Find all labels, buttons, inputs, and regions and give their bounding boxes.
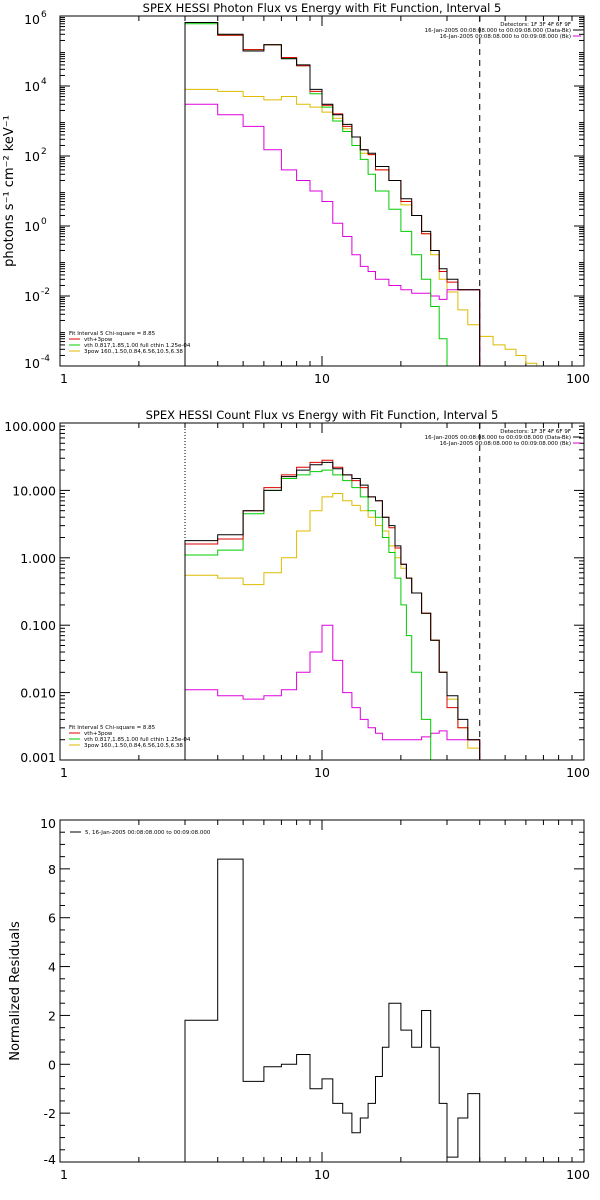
y-tick-label: 10 xyxy=(24,356,40,371)
series-group xyxy=(184,459,481,760)
y-tick-label: 0.001 xyxy=(20,750,56,765)
legend-entry: 5, 16-Jan-2005 00:08:08.000 to 00:09:08.… xyxy=(85,830,211,836)
series-line xyxy=(184,459,481,760)
series-group xyxy=(184,858,481,1162)
legend-entry: 3pow 160.,1.50,0.84,6.56,10.5,6.38 xyxy=(84,743,183,749)
plot-frame xyxy=(59,819,585,1163)
y-tick-label: -4 xyxy=(44,1152,57,1167)
y-tick-exponent: -4 xyxy=(41,354,50,364)
legend-title: Fit Interval 5 Chi-square = 8.85 xyxy=(69,725,156,731)
x-tick-label: 100 xyxy=(566,765,590,780)
legend-entry: vth 0.817,1.85,1.00 full cthin 1.25e-04 xyxy=(84,737,191,743)
y-axis-label: Normalized Residuals xyxy=(8,921,23,1061)
x-tick-label: 1 xyxy=(60,371,68,386)
x-tick-label: 1 xyxy=(60,765,68,780)
photon-flux-panel: SPEX HESSI Photon Flux vs Energy with Fi… xyxy=(2,1,590,386)
y-tick-label: 10 xyxy=(24,289,40,304)
y-tick-label: 0.010 xyxy=(20,686,56,701)
chart-title: SPEX HESSI Count Flux vs Energy with Fit… xyxy=(146,408,499,422)
y-tick-label: 4 xyxy=(48,960,56,975)
series-line xyxy=(184,22,481,366)
y-tick-label: 10 xyxy=(40,816,56,831)
plot-frame xyxy=(59,15,585,367)
y-tick-label: 0 xyxy=(48,1057,56,1072)
legend-entry: vth+3pow xyxy=(84,731,113,737)
y-tick-label: 10 xyxy=(24,149,40,164)
y-axis-label: photons s⁻¹ cm⁻² keV⁻¹ xyxy=(2,115,17,267)
series-group xyxy=(184,22,538,366)
x-tick-label: 10 xyxy=(314,765,330,780)
y-tick-label: 10 xyxy=(24,79,40,94)
y-tick-exponent: 4 xyxy=(41,77,47,87)
x-tick-label: 1 xyxy=(60,1167,68,1182)
x-tick-label: 10 xyxy=(314,1167,330,1182)
series-line xyxy=(184,858,481,1162)
series-line xyxy=(184,103,481,366)
info-line: 16-Jan-2005 00:08:08.000 to 00:09:08.000… xyxy=(425,28,571,34)
y-tick-exponent: 2 xyxy=(41,147,47,157)
series-line xyxy=(184,469,432,760)
residuals-panel: 1 10 100 10 8 6 4 2 0 -2 -4 Normalized Residuals 5, … xyxy=(8,816,590,1182)
y-tick-label: 1.000 xyxy=(20,551,56,566)
info-line: 16-Jan-2005 00:08:08.000 to 00:09:08.000… xyxy=(440,441,571,447)
x-tick-label: 10 xyxy=(314,371,330,386)
info-line: 16-Jan-2005 00:08:08.000 to 00:09:08.000… xyxy=(425,435,571,441)
legend-entry: vth+3pow xyxy=(84,337,113,343)
y-tick-exponent: 0 xyxy=(41,217,47,227)
y-tick-exponent: -2 xyxy=(41,287,50,297)
y-tick-label: 10.000 xyxy=(12,483,56,498)
series-line xyxy=(184,22,481,366)
y-tick-label: 10 xyxy=(24,12,40,27)
legend-entry: 3pow 160.,1.50,0.84,6.56,10.5,6.38 xyxy=(84,349,183,355)
legend-title: Fit Interval 5 Chi-square = 8.85 xyxy=(69,331,156,337)
y-tick-label: 2 xyxy=(48,1008,56,1023)
series-line xyxy=(184,23,459,366)
info-line: Detectors: 1F 3F 4F 6F 9F xyxy=(500,429,571,435)
y-tick-label: 0.100 xyxy=(20,618,56,633)
y-tick-label: -2 xyxy=(44,1106,56,1121)
info-line: 16-Jan-2005 00:08:08.000 to 00:09:08.000… xyxy=(440,34,571,40)
series-line xyxy=(184,88,538,366)
y-tick-label: 100.000 xyxy=(4,419,56,434)
x-tick-label: 100 xyxy=(566,1167,590,1182)
plot-frame xyxy=(59,422,585,761)
y-tick-exponent: 6 xyxy=(41,10,47,20)
legend-entry: vth 0.817,1.85,1.00 full cthin 1.25e-04 xyxy=(84,343,191,349)
series-line xyxy=(184,624,481,760)
y-tick-label: 6 xyxy=(48,911,56,926)
series-line xyxy=(184,461,481,760)
chart-title: SPEX HESSI Photon Flux vs Energy with Fi… xyxy=(143,1,502,15)
info-line: Detectors: 1F 3F 4F 6F 9F xyxy=(500,22,571,28)
y-tick-label: 8 xyxy=(48,862,56,877)
y-tick-label: 10 xyxy=(24,219,40,234)
count-flux-panel: SPEX HESSI Count Flux vs Energy with Fit… xyxy=(4,408,590,780)
x-tick-label: 100 xyxy=(566,371,590,386)
